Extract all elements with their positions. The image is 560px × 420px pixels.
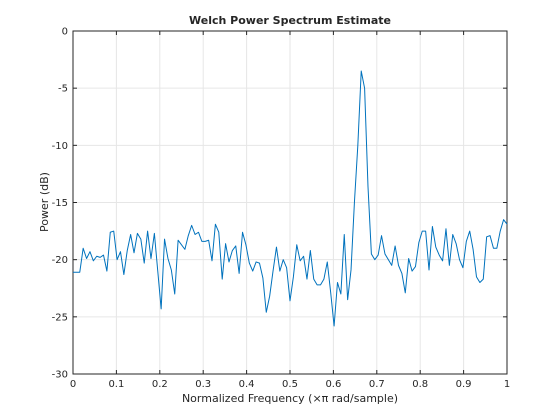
y-tick-label: -30 [52, 370, 68, 381]
y-tick-label: -10 [52, 141, 68, 152]
y-tick-label: -25 [52, 312, 68, 323]
x-tick-label: 1 [504, 379, 510, 390]
axis-ticks: 0 0.1 0.2 0.3 0.4 0.5 0.6 0.7 0.8 0.9 1 0 -5 -10 -15 -2… [52, 27, 511, 391]
x-tick-label: 0.9 [456, 379, 472, 390]
data-series [73, 70, 508, 327]
x-tick-label: 0 [70, 379, 76, 390]
y-axis-label: Power (dB) [38, 172, 51, 232]
chart-title: Welch Power Spectrum Estimate [189, 14, 391, 27]
y-tick-label: -20 [52, 255, 68, 266]
x-tick-label: 0.6 [325, 379, 341, 390]
y-tick-label: -5 [58, 84, 68, 95]
x-tick-label: 0.8 [412, 379, 428, 390]
x-tick-label: 0.3 [195, 379, 211, 390]
y-tick-label: -15 [52, 198, 68, 209]
x-tick-label: 0.1 [108, 379, 124, 390]
x-tick-label: 0.2 [152, 379, 168, 390]
x-tick-label: 0.4 [239, 379, 255, 390]
x-tick-label: 0.5 [282, 379, 298, 390]
x-tick-label: 0.7 [369, 379, 385, 390]
power-spectrum-line [73, 70, 508, 327]
y-tick-label: 0 [62, 27, 68, 38]
x-axis-label: Normalized Frequency (×π rad/sample) [182, 392, 398, 405]
